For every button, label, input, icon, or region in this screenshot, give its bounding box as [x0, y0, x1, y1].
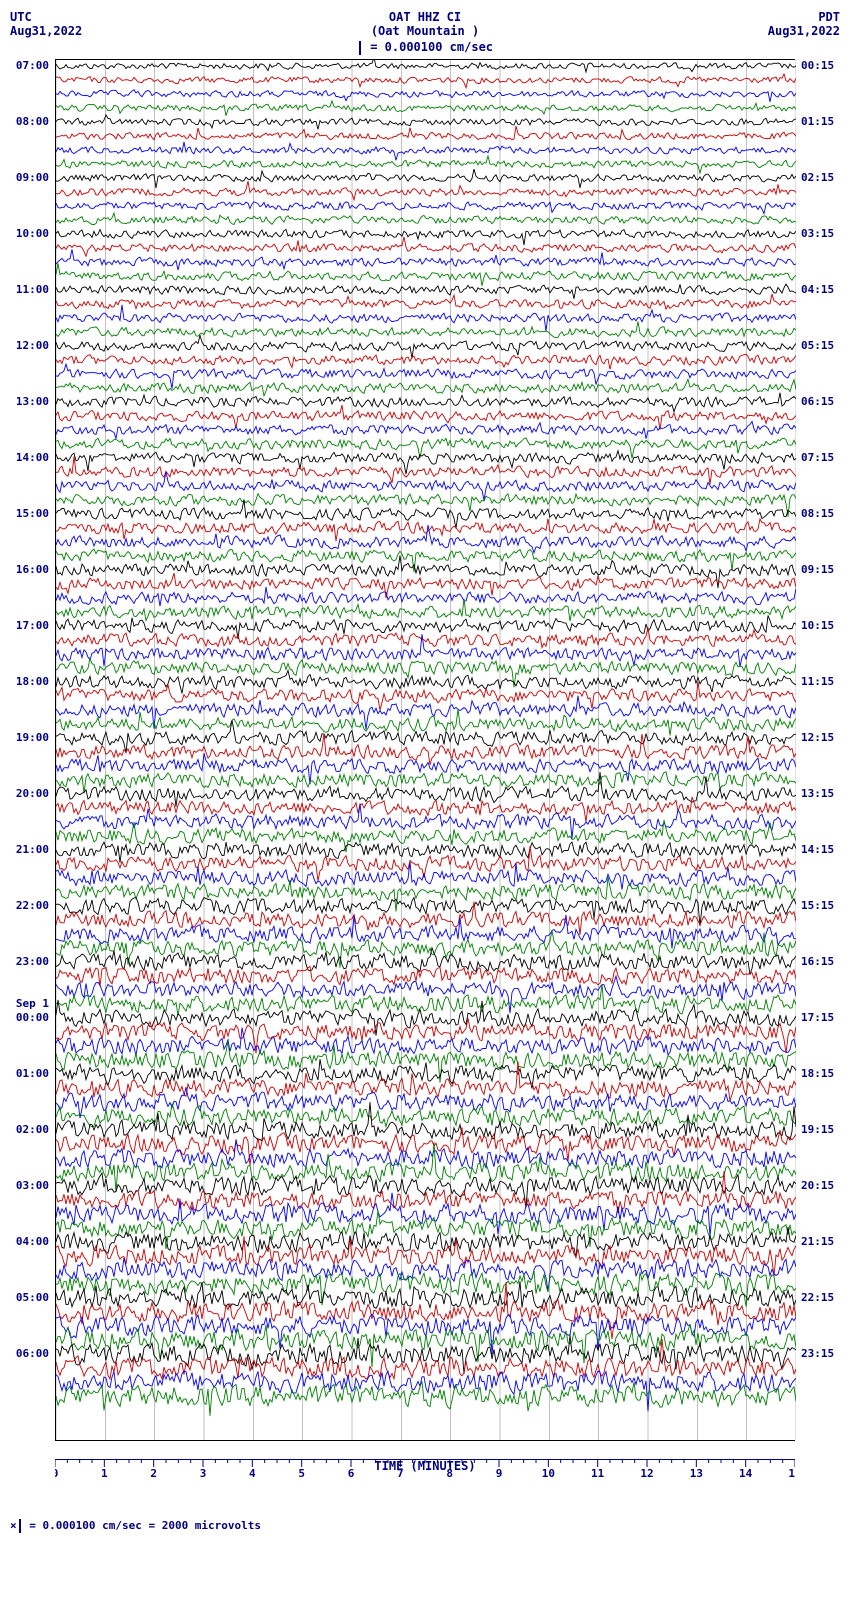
time-label: 18:15	[801, 1068, 834, 1079]
right-time-labels: 00:15 01:15 02:15 03:15 04:15 05:15 06:15 07:15…	[798, 59, 840, 1439]
time-label: 23:00	[16, 956, 49, 967]
time-label: 16:00	[16, 564, 49, 575]
date-change-label: Sep 1	[16, 998, 49, 1009]
svg-text:5: 5	[298, 1467, 305, 1480]
scale-line: = 0.000100 cm/sec	[10, 40, 840, 55]
svg-text:1: 1	[101, 1467, 108, 1480]
time-label: 18:00	[16, 676, 49, 687]
time-label: 15:15	[801, 900, 834, 911]
time-label: 22:00	[16, 900, 49, 911]
time-label: 03:00	[16, 1180, 49, 1191]
station-name: (Oat Mountain )	[110, 24, 740, 38]
header-center: OAT HHZ CI (Oat Mountain )	[110, 10, 740, 38]
station-code: OAT HHZ CI	[110, 10, 740, 24]
time-label: 12:15	[801, 732, 834, 743]
time-label: 04:00	[16, 1236, 49, 1247]
svg-text:13: 13	[690, 1467, 703, 1480]
svg-text:10: 10	[542, 1467, 555, 1480]
svg-text:3: 3	[200, 1467, 207, 1480]
time-label: 23:15	[801, 1348, 834, 1359]
time-label: 06:00	[16, 1348, 49, 1359]
time-label: 11:00	[16, 284, 49, 295]
time-label: 17:15	[801, 1012, 834, 1023]
time-label: 09:00	[16, 172, 49, 183]
left-date: Aug31,2022	[10, 24, 110, 38]
svg-text:7: 7	[397, 1467, 404, 1480]
header-right: PDT Aug31,2022	[740, 10, 840, 38]
time-label: 08:00	[16, 116, 49, 127]
time-label: 14:15	[801, 844, 834, 855]
time-label: 21:15	[801, 1236, 834, 1247]
time-label: 00:15	[801, 60, 834, 71]
time-label: 10:00	[16, 228, 49, 239]
time-label: 11:15	[801, 676, 834, 687]
time-label: 03:15	[801, 228, 834, 239]
svg-text:0: 0	[55, 1467, 58, 1480]
svg-text:11: 11	[591, 1467, 605, 1480]
time-label: 02:15	[801, 172, 834, 183]
svg-text:12: 12	[640, 1467, 653, 1480]
plot-area	[55, 59, 795, 1441]
scale-bar-icon	[19, 1519, 21, 1533]
time-label: 13:15	[801, 788, 834, 799]
helicorder-svg	[56, 60, 796, 1440]
time-label: 10:15	[801, 620, 834, 631]
time-label: 02:00	[16, 1124, 49, 1135]
right-date: Aug31,2022	[740, 24, 840, 38]
time-label: 05:15	[801, 340, 834, 351]
time-label: 20:00	[16, 788, 49, 799]
time-label: 15:00	[16, 508, 49, 519]
time-label: 14:00	[16, 452, 49, 463]
helicorder-container: UTC Aug31,2022 OAT HHZ CI (Oat Mountain …	[10, 10, 840, 1533]
scale-bar-icon	[359, 41, 361, 55]
time-label: 08:15	[801, 508, 834, 519]
svg-text:15: 15	[788, 1467, 795, 1480]
time-label: 09:15	[801, 564, 834, 575]
time-label: 22:15	[801, 1292, 834, 1303]
svg-text:4: 4	[249, 1467, 256, 1480]
footer: × = 0.000100 cm/sec = 2000 microvolts	[10, 1519, 840, 1533]
left-time-labels: 07:00 08:00 09:00 10:00 11:00 12:00 13:00 14:00…	[10, 59, 52, 1439]
time-label: 21:00	[16, 844, 49, 855]
time-label: 16:15	[801, 956, 834, 967]
time-label: 07:15	[801, 452, 834, 463]
svg-text:9: 9	[496, 1467, 503, 1480]
time-label: 07:00	[16, 60, 49, 71]
time-label: 17:00	[16, 620, 49, 631]
scale-text: = 0.000100 cm/sec	[363, 40, 493, 54]
time-label: 01:00	[16, 1068, 49, 1079]
time-label: 12:00	[16, 340, 49, 351]
time-label: 01:15	[801, 116, 834, 127]
time-label: 19:15	[801, 1124, 834, 1135]
svg-text:2: 2	[150, 1467, 157, 1480]
svg-text:14: 14	[739, 1467, 753, 1480]
right-tz: PDT	[740, 10, 840, 24]
footer-prefix: ×	[10, 1519, 17, 1532]
time-label: 06:15	[801, 396, 834, 407]
time-label: 19:00	[16, 732, 49, 743]
time-label: 20:15	[801, 1180, 834, 1191]
time-label: 00:00	[16, 1012, 49, 1023]
x-axis-ticks: 0123456789101112131415	[55, 1459, 795, 1489]
header-left: UTC Aug31,2022	[10, 10, 110, 38]
svg-text:8: 8	[446, 1467, 453, 1480]
time-label: 04:15	[801, 284, 834, 295]
x-axis: 0123456789101112131415 TIME (MINUTES)	[55, 1459, 795, 1499]
svg-text:6: 6	[348, 1467, 355, 1480]
time-label: 05:00	[16, 1292, 49, 1303]
footer-text: = 0.000100 cm/sec = 2000 microvolts	[23, 1519, 261, 1532]
left-tz: UTC	[10, 10, 110, 24]
time-label: 13:00	[16, 396, 49, 407]
header: UTC Aug31,2022 OAT HHZ CI (Oat Mountain …	[10, 10, 840, 38]
